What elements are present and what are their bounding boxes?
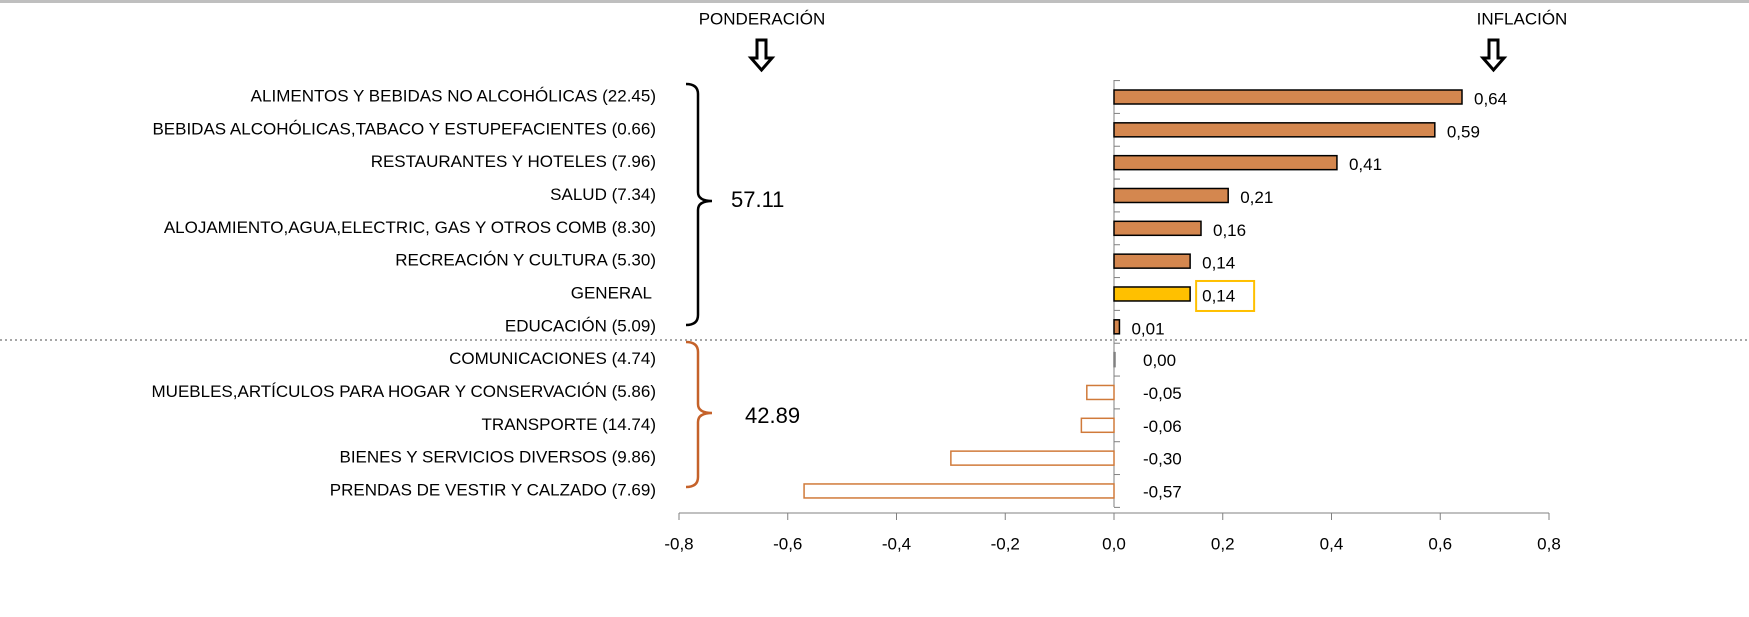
bar (1080, 417, 1115, 434)
value-label: -0,30 (1143, 450, 1182, 469)
x-tick-label: -0,8 (664, 534, 693, 553)
bar (1113, 122, 1436, 138)
category-label: RESTAURANTES Y HOTELES (7.96) (371, 152, 656, 171)
category-label: TRANSPORTE (14.74) (482, 415, 656, 434)
bar (1113, 154, 1338, 171)
value-label: 0,16 (1213, 221, 1246, 240)
bar (1113, 89, 1463, 105)
value-label: 0,14 (1202, 254, 1235, 273)
down-arrow (747, 38, 776, 73)
x-tick-label: 0,4 (1320, 534, 1344, 553)
x-tick-label: -0,2 (991, 534, 1020, 553)
bar (1113, 187, 1229, 204)
category-label: ALOJAMIENTO,AGUA,ELECTRIC, GAS Y OTROS C… (164, 218, 656, 237)
value-label: 0,01 (1131, 319, 1164, 338)
x-tick-label: -0,4 (882, 534, 911, 553)
bar (1113, 351, 1116, 368)
header: PONDERACIÓN (699, 9, 826, 28)
value-label: 0,64 (1474, 89, 1507, 108)
category-label: BEBIDAS ALCOHÓLICAS,TABACO Y ESTUPEFACIE… (152, 119, 656, 138)
x-tick-label: 0,2 (1211, 534, 1235, 553)
x-tick-label: -0,6 (773, 534, 802, 553)
value-label: 0,59 (1447, 122, 1480, 141)
bar (1113, 286, 1191, 302)
category-label: RECREACIÓN Y CULTURA (5.30) (395, 251, 656, 270)
value-label: -0,05 (1143, 384, 1182, 403)
bar (1086, 384, 1115, 401)
group-total: 57.11 (731, 187, 784, 212)
bracket (685, 82, 713, 327)
category-label: COMUNICACIONES (4.74) (449, 349, 656, 368)
category-label: BIENES Y SERVICIOS DIVERSOS (9.86) (339, 448, 656, 467)
bracket (685, 340, 713, 489)
category-label: PRENDAS DE VESTIR Y CALZADO (7.69) (330, 480, 656, 499)
x-tick-label: 0,6 (1428, 534, 1452, 553)
category-label: GENERAL (571, 283, 652, 302)
category-label: SALUD (7.34) (550, 185, 656, 204)
header: INFLACIÓN (1477, 9, 1568, 28)
x-tick-label: 0,0 (1102, 534, 1126, 553)
bar (803, 483, 1115, 499)
bar (1113, 319, 1121, 335)
value-label: -0,57 (1143, 482, 1182, 501)
down-arrow (1479, 38, 1508, 73)
value-label: 0,21 (1240, 188, 1273, 207)
top-border (0, 0, 1749, 3)
value-label: 0,41 (1349, 155, 1382, 174)
value-label: -0,06 (1143, 417, 1182, 436)
value-label: 0,00 (1143, 351, 1176, 370)
value-label: 0,14 (1202, 286, 1235, 305)
bar (1113, 253, 1191, 269)
category-label: ALIMENTOS Y BEBIDAS NO ALCOHÓLICAS (22.4… (251, 86, 656, 105)
bar (1113, 220, 1202, 237)
category-label: EDUCACIÓN (5.09) (505, 316, 656, 335)
x-tick-label: 0,8 (1537, 534, 1561, 553)
category-label: MUEBLES,ARTÍCULOS PARA HOGAR Y CONSERVAC… (152, 382, 656, 401)
group-total: 42.89 (745, 403, 800, 428)
bar (950, 450, 1115, 466)
highlight-box (1195, 279, 1256, 312)
